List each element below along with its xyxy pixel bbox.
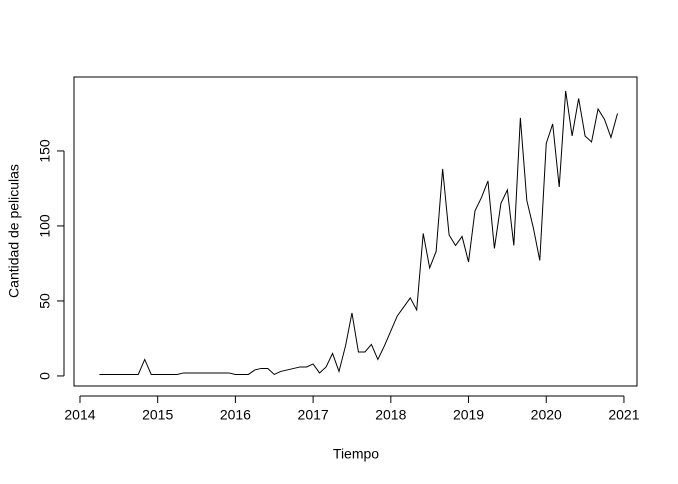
y-tick-label: 100 (37, 214, 53, 238)
x-tick-label: 2014 (64, 407, 95, 423)
y-tick-label: 50 (37, 293, 53, 309)
plot-box (73, 76, 638, 387)
y-tick-label: 0 (37, 372, 53, 380)
x-tick-label: 2021 (608, 407, 639, 423)
y-axis-label: Cantidad de peliculas (6, 164, 22, 298)
y-tick-label: 150 (37, 139, 53, 163)
x-tick-label: 2018 (375, 407, 406, 423)
x-tick-label: 2019 (453, 407, 484, 423)
data-line (99, 90, 618, 376)
x-tick-label: 2016 (220, 407, 251, 423)
x-axis-label: Tiempo (333, 446, 379, 462)
x-tick-label: 2015 (142, 407, 173, 423)
x-tick-label: 2020 (531, 407, 562, 423)
x-tick-label: 2017 (298, 407, 329, 423)
